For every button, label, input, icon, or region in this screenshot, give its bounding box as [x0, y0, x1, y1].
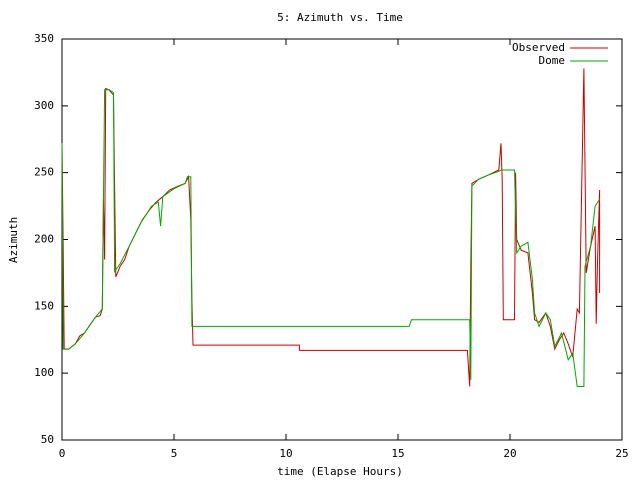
data-line — [61, 89, 601, 387]
y-axis-label: Azimuth — [7, 217, 20, 263]
legend-label: Observed — [512, 41, 565, 54]
x-tick-label: 20 — [503, 447, 516, 460]
x-tick-label: 15 — [391, 447, 404, 460]
y-tick-label: 200 — [34, 233, 54, 246]
y-tick-label: 150 — [34, 299, 54, 312]
chart-title: 5: Azimuth vs. Time — [277, 11, 403, 24]
x-axis-label: time (Elapse Hours) — [277, 465, 403, 478]
plot-frame — [61, 38, 623, 441]
y-tick-label: 100 — [34, 366, 54, 379]
x-tick-label: 0 — [59, 447, 66, 460]
y-tick-label: 350 — [34, 32, 54, 45]
x-tick-label: 5 — [171, 447, 178, 460]
y-tick-label: 300 — [34, 99, 54, 112]
y-tick-label: 250 — [34, 166, 54, 179]
legend-label: Dome — [539, 54, 566, 67]
x-tick-label: 25 — [615, 447, 628, 460]
data-line — [61, 68, 601, 387]
y-tick-label: 50 — [41, 433, 54, 446]
x-tick-label: 10 — [279, 447, 292, 460]
